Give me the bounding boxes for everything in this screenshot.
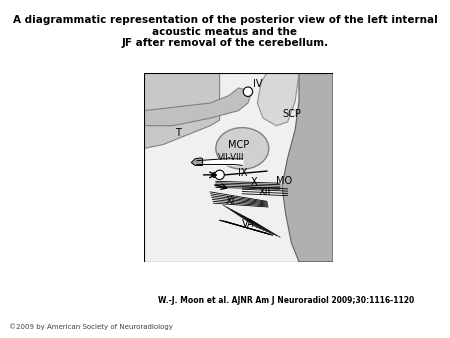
- Text: ©2009 by American Society of Neuroradiology: ©2009 by American Society of Neuroradiol…: [9, 323, 173, 330]
- Polygon shape: [144, 88, 252, 126]
- Text: MCP: MCP: [228, 140, 249, 150]
- Text: IV: IV: [252, 79, 262, 89]
- Text: XII: XII: [259, 187, 271, 197]
- Text: SCP: SCP: [282, 110, 301, 119]
- Ellipse shape: [216, 128, 269, 169]
- Text: MO: MO: [276, 175, 292, 186]
- Polygon shape: [144, 73, 220, 148]
- Circle shape: [215, 170, 225, 179]
- Text: VII-VIII: VII-VIII: [218, 153, 244, 162]
- Polygon shape: [282, 73, 333, 262]
- Text: W.-J. Moon et al. AJNR Am J Neuroradiol 2009;30:1116-1120: W.-J. Moon et al. AJNR Am J Neuroradiol …: [158, 296, 414, 305]
- Text: AMERICAN JOURNAL OF NEURORADIOLOGY: AMERICAN JOURNAL OF NEURORADIOLOGY: [297, 321, 401, 325]
- Text: X: X: [250, 177, 257, 188]
- Text: A diagrammatic representation of the posterior view of the left internal acousti: A diagrammatic representation of the pos…: [13, 15, 437, 48]
- Text: VA: VA: [242, 219, 254, 229]
- Text: T: T: [175, 128, 181, 138]
- Circle shape: [243, 87, 253, 96]
- Text: AJNR: AJNR: [318, 295, 380, 315]
- Text: IX: IX: [238, 168, 247, 178]
- Text: XI: XI: [226, 196, 236, 206]
- Polygon shape: [257, 73, 299, 126]
- FancyBboxPatch shape: [144, 73, 333, 262]
- Polygon shape: [191, 158, 202, 165]
